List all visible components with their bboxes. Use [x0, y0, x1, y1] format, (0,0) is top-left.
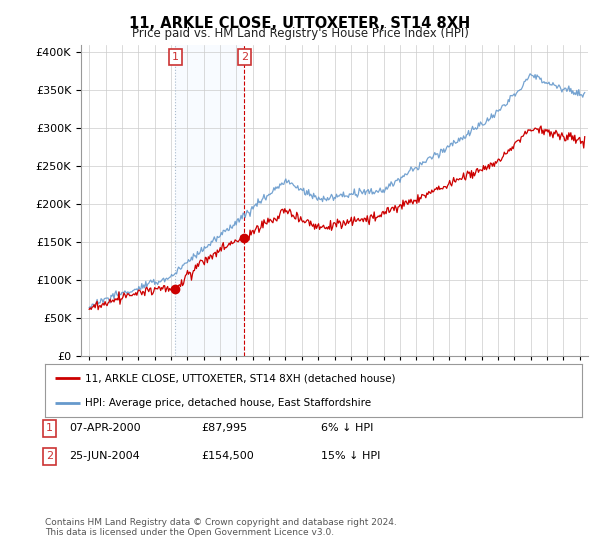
Text: Price paid vs. HM Land Registry's House Price Index (HPI): Price paid vs. HM Land Registry's House …	[131, 27, 469, 40]
Text: 11, ARKLE CLOSE, UTTOXETER, ST14 8XH: 11, ARKLE CLOSE, UTTOXETER, ST14 8XH	[130, 16, 470, 31]
Text: 15% ↓ HPI: 15% ↓ HPI	[321, 451, 380, 461]
Text: 25-JUN-2004: 25-JUN-2004	[69, 451, 140, 461]
Text: 6% ↓ HPI: 6% ↓ HPI	[321, 423, 373, 433]
Text: 1: 1	[46, 423, 53, 433]
Text: 2: 2	[241, 52, 248, 62]
Text: 2: 2	[46, 451, 53, 461]
Text: £87,995: £87,995	[201, 423, 247, 433]
Text: 11, ARKLE CLOSE, UTTOXETER, ST14 8XH (detached house): 11, ARKLE CLOSE, UTTOXETER, ST14 8XH (de…	[85, 374, 396, 384]
Text: £154,500: £154,500	[201, 451, 254, 461]
Text: HPI: Average price, detached house, East Staffordshire: HPI: Average price, detached house, East…	[85, 398, 371, 408]
Text: 1: 1	[172, 52, 179, 62]
Text: Contains HM Land Registry data © Crown copyright and database right 2024.
This d: Contains HM Land Registry data © Crown c…	[45, 518, 397, 538]
Bar	[175, 45, 244, 356]
Text: 07-APR-2000: 07-APR-2000	[69, 423, 140, 433]
